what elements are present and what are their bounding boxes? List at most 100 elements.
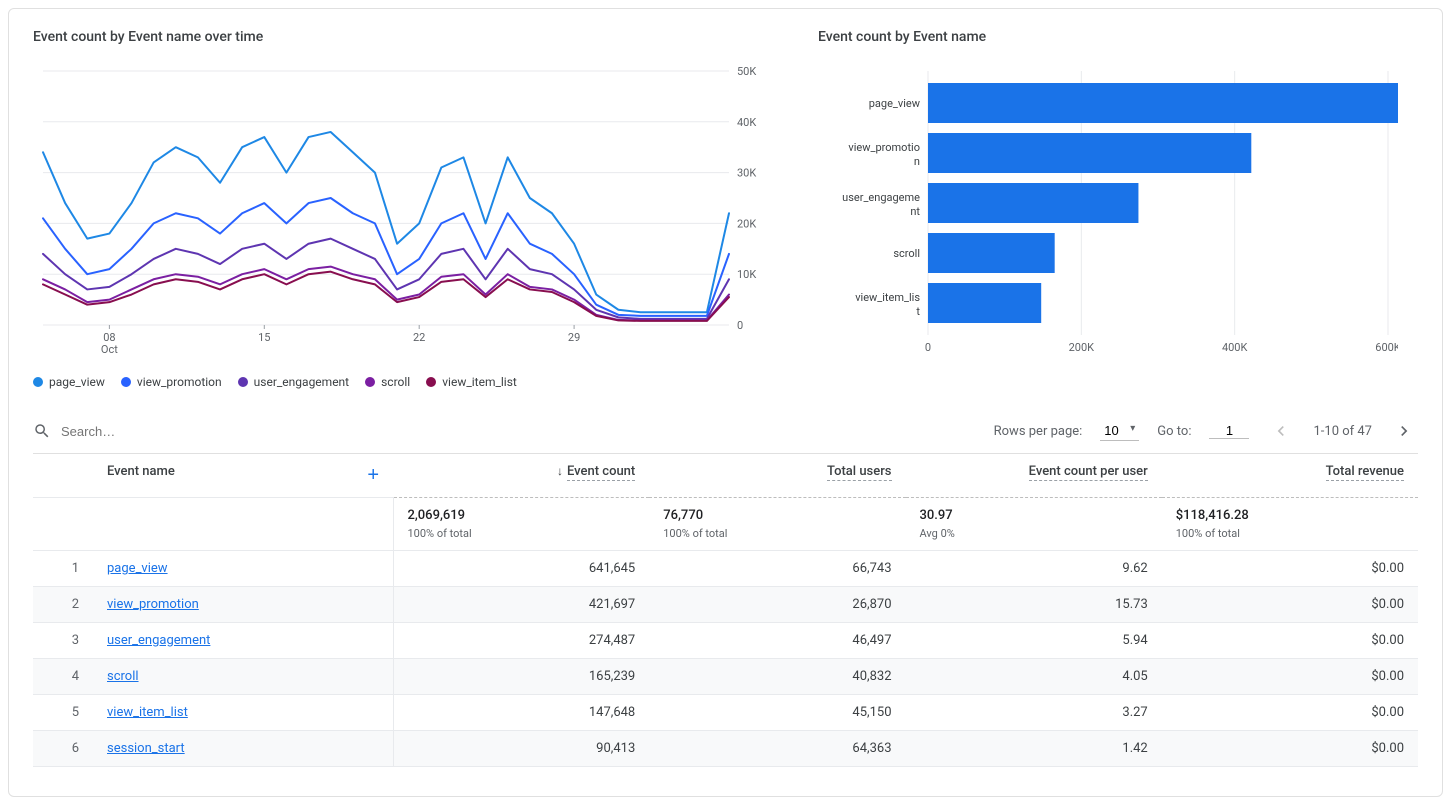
row-index: 4 [33, 659, 93, 695]
svg-text:400K: 400K [1222, 341, 1248, 354]
rows-per-page-label: Rows per page: [994, 424, 1083, 439]
row-count-per-user: 4.05 [906, 659, 1162, 695]
legend-label: page_view [49, 375, 105, 389]
svg-text:t: t [916, 305, 920, 318]
goto-input[interactable] [1209, 423, 1249, 439]
svg-text:22: 22 [413, 331, 425, 344]
event-link[interactable]: view_item_list [107, 705, 188, 720]
col-count-per-user[interactable]: Event count per user [906, 454, 1162, 498]
chevron-left-icon [1271, 421, 1291, 441]
legend-swatch [33, 377, 43, 387]
svg-text:15: 15 [258, 331, 270, 344]
row-total-revenue: $0.00 [1162, 731, 1418, 767]
svg-text:view_item_lis: view_item_lis [855, 291, 920, 304]
line-chart-panel: Event count by Event name over time 010K… [33, 29, 778, 389]
svg-text:Oct: Oct [101, 343, 118, 356]
legend-item[interactable]: scroll [365, 375, 410, 389]
row-count-per-user: 9.62 [906, 551, 1162, 587]
svg-text:600K: 600K [1375, 341, 1398, 354]
legend-label: view_item_list [442, 375, 517, 389]
next-page-button[interactable] [1390, 417, 1418, 445]
event-link[interactable]: scroll [107, 669, 139, 684]
table-row: 1page_view641,64566,7439.62$0.00 [33, 551, 1418, 587]
page-range: 1-10 of 47 [1313, 424, 1372, 439]
row-total-revenue: $0.00 [1162, 695, 1418, 731]
svg-text:n: n [914, 155, 920, 168]
legend-item[interactable]: view_item_list [426, 375, 517, 389]
event-link[interactable]: page_view [107, 561, 168, 576]
row-event-count: 641,645 [393, 551, 649, 587]
table-totals-row: 2,069,619 100% of total 76,770 100% of t… [33, 498, 1418, 551]
svg-text:30K: 30K [737, 167, 756, 180]
svg-text:29: 29 [568, 331, 580, 344]
row-total-users: 26,870 [649, 587, 905, 623]
svg-text:view_promotio: view_promotio [848, 141, 920, 154]
legend-label: user_engagement [254, 375, 349, 389]
total-event-count: 2,069,619 100% of total [393, 498, 649, 551]
svg-text:200K: 200K [1069, 341, 1095, 354]
row-index: 3 [33, 623, 93, 659]
table-row: 3user_engagement274,48746,4975.94$0.00 [33, 623, 1418, 659]
total-revenue: $118,416.28 100% of total [1162, 498, 1418, 551]
svg-text:user_engageme: user_engageme [842, 191, 920, 204]
svg-text:page_view: page_view [869, 97, 921, 110]
col-total-users[interactable]: Total users [649, 454, 905, 498]
row-event-name: page_view [93, 551, 393, 587]
search-wrap [33, 422, 976, 440]
line-chart-title: Event count by Event name over time [33, 29, 778, 45]
legend-swatch [121, 377, 131, 387]
table-row: 2view_promotion421,69726,87015.73$0.00 [33, 587, 1418, 623]
event-link[interactable]: session_start [107, 741, 185, 756]
table-row: 4scroll165,23940,8324.05$0.00 [33, 659, 1418, 695]
bar-chart-panel: Event count by Event name 0200K400K600Kp… [818, 29, 1418, 389]
charts-row: Event count by Event name over time 0 10K… [33, 29, 1418, 389]
row-count-per-user: 15.73 [906, 587, 1162, 623]
line-chart[interactable]: 010K20K30K40K50K08152229Oct [33, 61, 773, 361]
svg-text:50K: 50K [737, 65, 756, 78]
row-count-per-user: 5.94 [906, 623, 1162, 659]
event-link[interactable]: user_engagement [107, 633, 210, 648]
event-link[interactable]: view_promotion [107, 597, 199, 612]
rows-per-page-select[interactable]: 10 [1100, 421, 1139, 441]
row-event-name: session_start [93, 731, 393, 767]
table-header-row: Event name + ↓Event count Total users Ev… [33, 454, 1418, 498]
legend-swatch [365, 377, 375, 387]
report-card: Event count by Event name over time 0 10K… [8, 8, 1443, 797]
table-row: 6 session_start 90,41364,3631.42$0.00 [33, 731, 1418, 767]
total-users: 76,770 100% of total [649, 498, 905, 551]
legend-swatch [426, 377, 436, 387]
svg-text:20K: 20K [737, 217, 756, 230]
legend-item[interactable]: page_view [33, 375, 105, 389]
row-event-count: 90,413 [393, 731, 649, 767]
row-event-count: 165,239 [393, 659, 649, 695]
add-dimension-button[interactable]: + [367, 464, 379, 487]
row-event-count: 147,648 [393, 695, 649, 731]
col-total-revenue[interactable]: Total revenue [1162, 454, 1418, 498]
row-index: 2 [33, 587, 93, 623]
row-count-per-user: 1.42 [906, 731, 1162, 767]
legend-label: scroll [381, 375, 410, 389]
prev-page-button[interactable] [1267, 417, 1295, 445]
search-input[interactable] [61, 424, 261, 439]
row-index: 6 [33, 731, 93, 767]
table-row: 5view_item_list147,64845,1503.27$0.00 [33, 695, 1418, 731]
svg-text:40K: 40K [737, 116, 756, 129]
legend-label: view_promotion [137, 375, 222, 389]
row-total-users: 46,497 [649, 623, 905, 659]
col-event-count[interactable]: ↓Event count [393, 454, 649, 498]
row-total-revenue: $0.00 [1162, 623, 1418, 659]
svg-text:10K: 10K [737, 268, 756, 281]
legend-item[interactable]: view_promotion [121, 375, 222, 389]
bar-chart[interactable]: 0 200K 400K 600K page_view view_promotion user… [818, 61, 1398, 361]
col-event-name[interactable]: Event name [107, 464, 175, 479]
legend-swatch [238, 377, 248, 387]
goto-label: Go to: [1157, 424, 1191, 439]
events-table: Event name + ↓Event count Total users Ev… [33, 454, 1418, 767]
row-total-users: 45,150 [649, 695, 905, 731]
svg-text:0: 0 [925, 341, 931, 354]
row-index: 5 [33, 695, 93, 731]
row-total-users: 64,363 [649, 731, 905, 767]
chevron-right-icon [1394, 421, 1414, 441]
legend-item[interactable]: user_engagement [238, 375, 349, 389]
row-index: 1 [33, 551, 93, 587]
